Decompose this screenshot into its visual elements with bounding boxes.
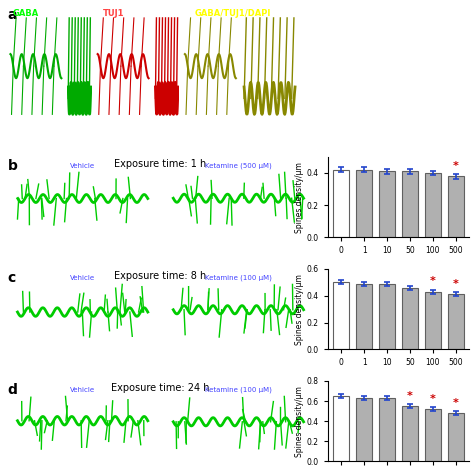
Bar bbox=[402, 406, 418, 461]
Text: GABA: GABA bbox=[12, 8, 39, 18]
Bar bbox=[425, 409, 441, 461]
Bar bbox=[425, 173, 441, 237]
Bar bbox=[379, 284, 395, 350]
Y-axis label: Spines density/μm: Spines density/μm bbox=[295, 386, 304, 457]
Bar bbox=[356, 284, 372, 350]
Text: *: * bbox=[453, 279, 458, 289]
Text: GABA/TUJ1/DAPI: GABA/TUJ1/DAPI bbox=[194, 8, 271, 18]
Text: Vehicle: Vehicle bbox=[70, 387, 95, 393]
Bar bbox=[333, 396, 349, 461]
Bar bbox=[402, 171, 418, 237]
Text: Vehicle: Vehicle bbox=[70, 274, 95, 281]
Text: Ketamine (100 μM): Ketamine (100 μM) bbox=[205, 274, 272, 281]
Text: Ketamine (500 μM): Ketamine (500 μM) bbox=[205, 162, 272, 169]
Text: Exposure time: 24 h: Exposure time: 24 h bbox=[111, 384, 210, 393]
Y-axis label: Spines density/μm: Spines density/μm bbox=[295, 162, 304, 233]
Text: Ketamine (100 μM): Ketamine (100 μM) bbox=[205, 386, 272, 393]
Text: *: * bbox=[453, 161, 458, 171]
Text: c: c bbox=[8, 271, 16, 285]
Bar bbox=[447, 176, 464, 237]
Bar bbox=[356, 170, 372, 237]
Text: *: * bbox=[453, 398, 458, 408]
Bar bbox=[333, 170, 349, 237]
Text: *: * bbox=[430, 276, 436, 287]
Text: b: b bbox=[8, 159, 18, 173]
Bar bbox=[402, 288, 418, 350]
Bar bbox=[425, 292, 441, 350]
Bar bbox=[447, 413, 464, 461]
Text: Exposure time: 8 h: Exposure time: 8 h bbox=[114, 271, 207, 281]
Bar bbox=[447, 295, 464, 350]
Bar bbox=[379, 398, 395, 461]
Text: Exposure time: 1 h: Exposure time: 1 h bbox=[114, 159, 207, 169]
Bar bbox=[379, 171, 395, 237]
Bar bbox=[333, 282, 349, 350]
Text: Vehicle: Vehicle bbox=[70, 163, 95, 169]
Bar bbox=[356, 398, 372, 461]
Text: d: d bbox=[8, 384, 18, 397]
Text: *: * bbox=[407, 391, 413, 401]
Text: a: a bbox=[8, 8, 18, 22]
Text: TUJ1: TUJ1 bbox=[103, 8, 124, 18]
Text: *: * bbox=[430, 394, 436, 404]
Y-axis label: Spines density/μm: Spines density/μm bbox=[295, 274, 304, 344]
